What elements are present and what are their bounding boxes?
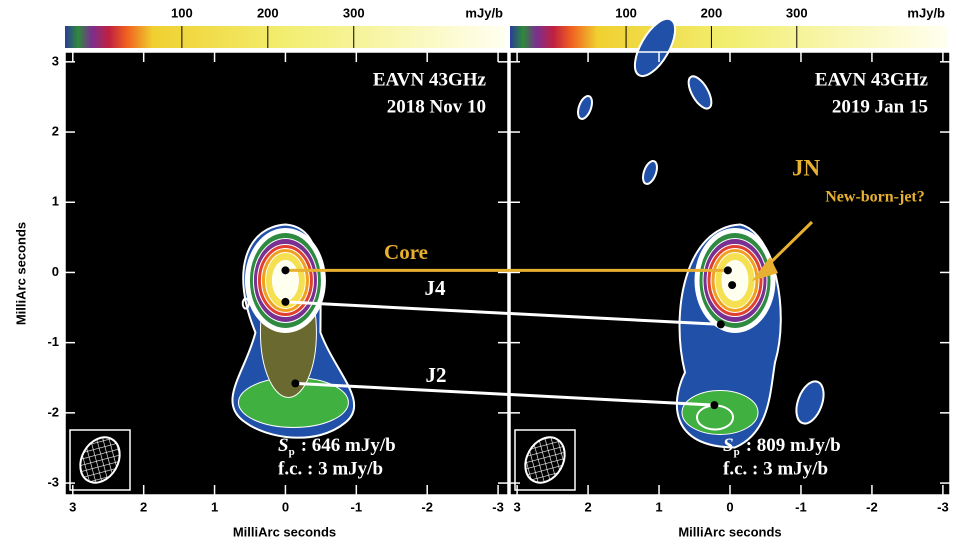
x-tick-label: 3 <box>513 499 520 514</box>
x-tick-label: 3 <box>69 499 76 514</box>
panel-title: EAVN 43GHz <box>815 69 929 90</box>
colorbar-tick-label: 200 <box>701 5 723 20</box>
component-label: J2 <box>426 363 447 387</box>
colorbar-tick-label: 100 <box>615 5 637 20</box>
y-tick-label: 1 <box>52 194 59 209</box>
y-axis-label: MilliArc seconds <box>13 222 28 325</box>
flux-subscript: p <box>734 446 740 458</box>
panel-title: EAVN 43GHz <box>373 69 487 90</box>
x-tick-label: 1 <box>655 499 662 514</box>
colorbar-tick-label: 300 <box>786 5 808 20</box>
x-tick-label: 0 <box>726 499 733 514</box>
x-tick-label: 1 <box>211 499 218 514</box>
x-tick-label: -1 <box>795 499 807 514</box>
colorbar-unit: mJy/b <box>907 5 945 20</box>
figure: 100 200 300 mJy/b 3 2 1 0 -1 -2 -3 3 2 1 0 -1 -2 -3 MilliA… <box>0 0 957 545</box>
colorbar <box>510 26 947 48</box>
first-contour: f.c. : 3 mJy/b <box>278 458 383 479</box>
flux-symbol: S <box>278 435 289 456</box>
panel-date: 2019 Jan 15 <box>832 96 928 117</box>
x-tick-label: 2 <box>140 499 147 514</box>
component-label: Core <box>384 240 428 264</box>
x-tick-label: -2 <box>866 499 878 514</box>
y-tick-label: -1 <box>47 334 59 349</box>
first-contour: f.c. : 3 mJy/b <box>723 458 828 479</box>
x-axis-label: MilliArc seconds <box>678 524 781 539</box>
x-tick-label: -1 <box>351 499 363 514</box>
y-tick-label: -3 <box>47 475 59 490</box>
colorbar-tick-label: 200 <box>257 5 279 20</box>
component-note: New-born-jet? <box>825 189 925 206</box>
component-label: JN <box>792 155 821 180</box>
x-axis-label: MilliArc seconds <box>233 524 336 539</box>
flux-symbol: S <box>723 435 734 456</box>
colorbar-tick-label: 300 <box>343 5 365 20</box>
x-tick-label: 0 <box>282 499 289 514</box>
colorbar-unit: mJy/b <box>465 5 503 20</box>
component-position <box>728 281 736 289</box>
contour <box>722 260 748 300</box>
flux-text: : 809 mJy/b <box>746 435 841 456</box>
colorbar <box>65 26 505 48</box>
component-position <box>710 401 718 409</box>
y-tick-label: -2 <box>47 404 59 419</box>
panel-date: 2018 Nov 10 <box>387 96 486 117</box>
component-position <box>281 298 289 306</box>
component-position <box>717 320 725 328</box>
flux-subscript: p <box>289 446 295 458</box>
component-position <box>291 379 299 387</box>
component-position <box>281 266 289 274</box>
x-tick-label: 2 <box>584 499 591 514</box>
component-position <box>724 266 732 274</box>
colorbar-tick-label: 100 <box>171 5 193 20</box>
y-tick-label: 3 <box>52 53 59 68</box>
flux-text: : 646 mJy/b <box>301 435 396 456</box>
y-tick-label: 2 <box>52 123 59 138</box>
x-tick-label: -3 <box>937 499 949 514</box>
y-tick-label: 0 <box>52 264 59 279</box>
x-tick-label: -2 <box>421 499 433 514</box>
contour <box>682 390 758 434</box>
component-label: J4 <box>425 276 447 300</box>
x-tick-label: -3 <box>492 499 504 514</box>
